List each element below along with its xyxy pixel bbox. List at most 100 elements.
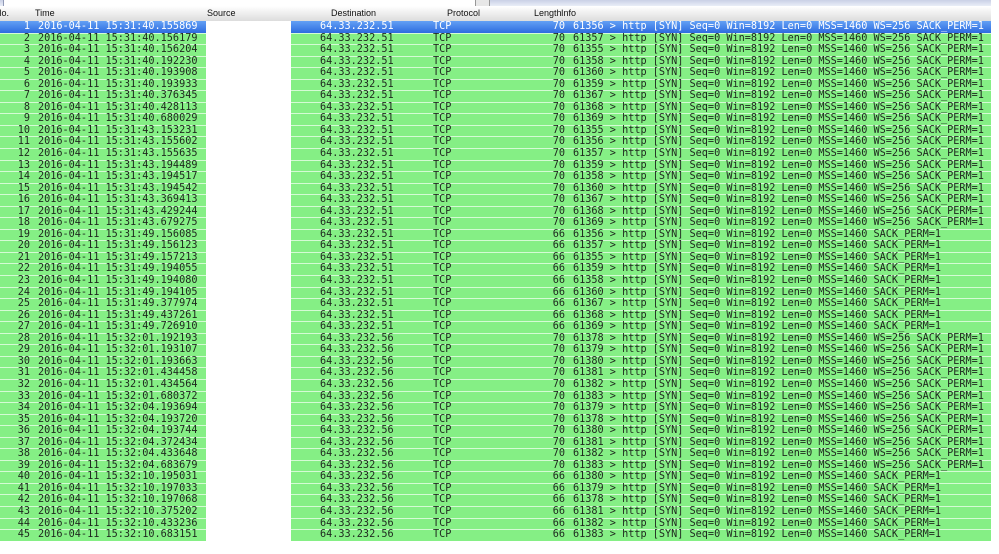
packet-time: 2016-04-11 15:32:10.197068 [38, 494, 198, 506]
packet-time: 2016-04-11 15:31:43.155602 [38, 136, 198, 148]
packet-destination: 64.33.232.56 [320, 471, 394, 483]
column-header-time[interactable]: Time [35, 8, 55, 18]
packet-protocol: TCP [433, 136, 452, 148]
packet-row[interactable]: 12 2016-04-11 15:31:43.155635 64.33.232.… [0, 148, 991, 160]
packet-row[interactable]: 17 2016-04-11 15:31:43.429244 64.33.232.… [0, 205, 991, 218]
packet-no: 12 [17, 148, 30, 160]
packet-row[interactable]: 36 2016-04-11 15:32:04.193744 64.33.232.… [0, 425, 991, 437]
packet-row[interactable]: 3 2016-04-11 15:31:40.156204 64.33.232.5… [0, 44, 991, 56]
column-header-source[interactable]: Source [207, 8, 236, 18]
packet-row[interactable]: 21 2016-04-11 15:31:49.157213 64.33.232.… [0, 251, 991, 264]
packet-row[interactable]: 16 2016-04-11 15:31:43.369413 64.33.232.… [0, 194, 991, 206]
packet-row[interactable]: 43 2016-04-11 15:32:10.375202 64.33.232.… [0, 505, 991, 518]
packet-protocol: TCP [433, 101, 452, 113]
packet-length: 70 [552, 378, 565, 390]
column-header-info[interactable]: Info [561, 8, 577, 18]
packet-destination: 64.33.232.51 [320, 240, 394, 252]
packet-row[interactable]: 44 2016-04-11 15:32:10.433236 64.33.232.… [0, 517, 991, 530]
packet-time: 2016-04-11 15:32:01.434458 [38, 367, 198, 379]
packet-row[interactable]: 10 2016-04-11 15:31:43.153231 64.33.232.… [0, 124, 991, 137]
packet-row[interactable]: 33 2016-04-11 15:32:01.680372 64.33.232.… [0, 390, 991, 403]
packet-row[interactable]: 41 2016-04-11 15:32:10.197033 64.33.232.… [0, 482, 991, 495]
packet-row[interactable]: 32 2016-04-11 15:32:01.434564 64.33.232.… [0, 378, 991, 391]
packet-info: 61359 > http [SYN] Seq=0 Win=8192 Len=0 … [573, 263, 942, 275]
packet-row[interactable]: 28 2016-04-11 15:32:01.192193 64.33.232.… [0, 332, 991, 345]
filter-dropdown-button[interactable] [475, 0, 490, 6]
packet-info: 61359 > http [SYN] Seq=0 Win=8192 Len=0 … [573, 78, 984, 90]
packet-row[interactable]: 22 2016-04-11 15:31:49.194055 64.33.232.… [0, 263, 991, 276]
packet-row[interactable]: 35 2016-04-11 15:32:04.193720 64.33.232.… [0, 413, 991, 426]
packet-row[interactable]: 37 2016-04-11 15:32:04.372434 64.33.232.… [0, 436, 991, 449]
packet-length: 70 [552, 205, 565, 217]
packet-destination: 64.33.232.56 [320, 413, 394, 425]
packet-length: 66 [552, 228, 565, 240]
packet-no: 8 [23, 101, 30, 113]
packet-time: 2016-04-11 15:31:43.194542 [38, 182, 198, 194]
packet-row[interactable]: 30 2016-04-11 15:32:01.193663 64.33.232.… [0, 355, 991, 368]
packet-row[interactable]: 25 2016-04-11 15:31:49.377974 64.33.232.… [0, 298, 991, 310]
packet-row[interactable]: 13 2016-04-11 15:31:43.194489 64.33.232.… [0, 159, 991, 172]
packet-time: 2016-04-11 15:31:49.194080 [38, 275, 198, 287]
column-header-protocol[interactable]: Protocol [447, 8, 481, 18]
packet-row[interactable]: 24 2016-04-11 15:31:49.194105 64.33.232.… [0, 286, 991, 299]
packet-length: 70 [552, 171, 565, 183]
packet-row[interactable]: 27 2016-04-11 15:31:49.726910 64.33.232.… [0, 321, 991, 333]
packet-length: 70 [552, 55, 565, 67]
packet-destination: 64.33.232.56 [320, 482, 394, 494]
packet-row[interactable]: 38 2016-04-11 15:32:04.433648 64.33.232.… [0, 448, 991, 460]
packet-info: 61379 > http [SYN] Seq=0 Win=8192 Len=0 … [573, 402, 984, 414]
packet-info: 61383 > http [SYN] Seq=0 Win=8192 Len=0 … [573, 459, 984, 471]
packet-row[interactable]: 29 2016-04-11 15:32:01.193107 64.33.232.… [0, 344, 991, 356]
packet-protocol: TCP [433, 344, 452, 356]
column-header-no[interactable]: No. [0, 8, 10, 18]
packet-row[interactable]: 15 2016-04-11 15:31:43.194542 64.33.232.… [0, 182, 991, 195]
packet-destination: 64.33.232.51 [320, 205, 394, 217]
packet-destination: 64.33.232.51 [320, 21, 394, 32]
packet-row[interactable]: 19 2016-04-11 15:31:49.156085 64.33.232.… [0, 228, 991, 241]
packet-row[interactable]: 6 2016-04-11 15:31:40.193933 64.33.232.5… [0, 78, 991, 91]
packet-row[interactable]: 39 2016-04-11 15:32:04.683679 64.33.232.… [0, 459, 991, 472]
packet-info: 61357 > http [SYN] Seq=0 Win=8192 Len=0 … [573, 240, 942, 252]
packet-row[interactable]: 40 2016-04-11 15:32:10.195031 64.33.232.… [0, 471, 991, 483]
packet-row[interactable]: 18 2016-04-11 15:31:43.679275 64.33.232.… [0, 217, 991, 229]
packet-protocol: TCP [433, 309, 452, 321]
packet-row[interactable]: 26 2016-04-11 15:31:49.437261 64.33.232.… [0, 309, 991, 322]
packet-row[interactable]: 7 2016-04-11 15:31:40.376345 64.33.232.5… [0, 90, 991, 102]
packet-protocol: TCP [433, 251, 452, 263]
packet-protocol: TCP [433, 205, 452, 217]
packet-time: 2016-04-11 15:31:49.377974 [38, 298, 198, 310]
packet-row[interactable]: 45 2016-04-11 15:32:10.683151 64.33.232.… [0, 529, 991, 541]
column-header-length[interactable]: Length [534, 8, 562, 18]
packet-protocol: TCP [433, 44, 452, 56]
packet-row[interactable]: 2 2016-04-11 15:31:40.156179 64.33.232.5… [0, 32, 991, 45]
packet-row[interactable]: 31 2016-04-11 15:32:01.434458 64.33.232.… [0, 367, 991, 379]
packet-length: 70 [552, 355, 565, 367]
packet-row[interactable]: 23 2016-04-11 15:31:49.194080 64.33.232.… [0, 275, 991, 287]
packet-info: 61357 > http [SYN] Seq=0 Win=8192 Len=0 … [573, 148, 984, 160]
packet-length: 70 [552, 332, 565, 344]
packet-no: 4 [23, 55, 30, 67]
packet-row[interactable]: 11 2016-04-11 15:31:43.155602 64.33.232.… [0, 136, 991, 149]
packet-time: 2016-04-11 15:31:49.156123 [38, 240, 198, 252]
packet-time: 2016-04-11 15:31:43.194517 [38, 171, 198, 183]
packet-row[interactable]: 4 2016-04-11 15:31:40.192230 64.33.232.5… [0, 55, 991, 68]
packet-length: 66 [552, 517, 565, 529]
packet-protocol: TCP [433, 286, 452, 298]
packet-row[interactable]: 5 2016-04-11 15:31:40.193908 64.33.232.5… [0, 67, 991, 79]
packet-info: 61368 > http [SYN] Seq=0 Win=8192 Len=0 … [573, 309, 942, 321]
packet-no: 23 [17, 275, 30, 287]
packet-protocol: TCP [433, 390, 452, 402]
packet-info: 61356 > http [SYN] Seq=0 Win=8192 Len=0 … [573, 136, 984, 148]
packet-row[interactable]: 9 2016-04-11 15:31:40.680029 64.33.232.5… [0, 113, 991, 125]
packet-length: 66 [552, 482, 565, 494]
packet-row[interactable]: 14 2016-04-11 15:31:43.194517 64.33.232.… [0, 171, 991, 183]
packet-info: 61357 > http [SYN] Seq=0 Win=8192 Len=0 … [573, 32, 984, 44]
packet-row[interactable]: 42 2016-04-11 15:32:10.197068 64.33.232.… [0, 494, 991, 506]
packet-row[interactable]: 20 2016-04-11 15:31:49.156123 64.33.232.… [0, 240, 991, 252]
packet-info: 61379 > http [SYN] Seq=0 Win=8192 Len=0 … [573, 482, 942, 494]
column-header-destination[interactable]: Destination [331, 8, 377, 18]
packet-row[interactable]: 1 2016-04-11 15:31:40.155869 64.33.232.5… [0, 21, 991, 33]
packet-row[interactable]: 8 2016-04-11 15:31:40.428113 64.33.232.5… [0, 101, 991, 114]
packet-row[interactable]: 34 2016-04-11 15:32:04.193694 64.33.232.… [0, 402, 991, 414]
packet-no: 42 [17, 494, 30, 506]
